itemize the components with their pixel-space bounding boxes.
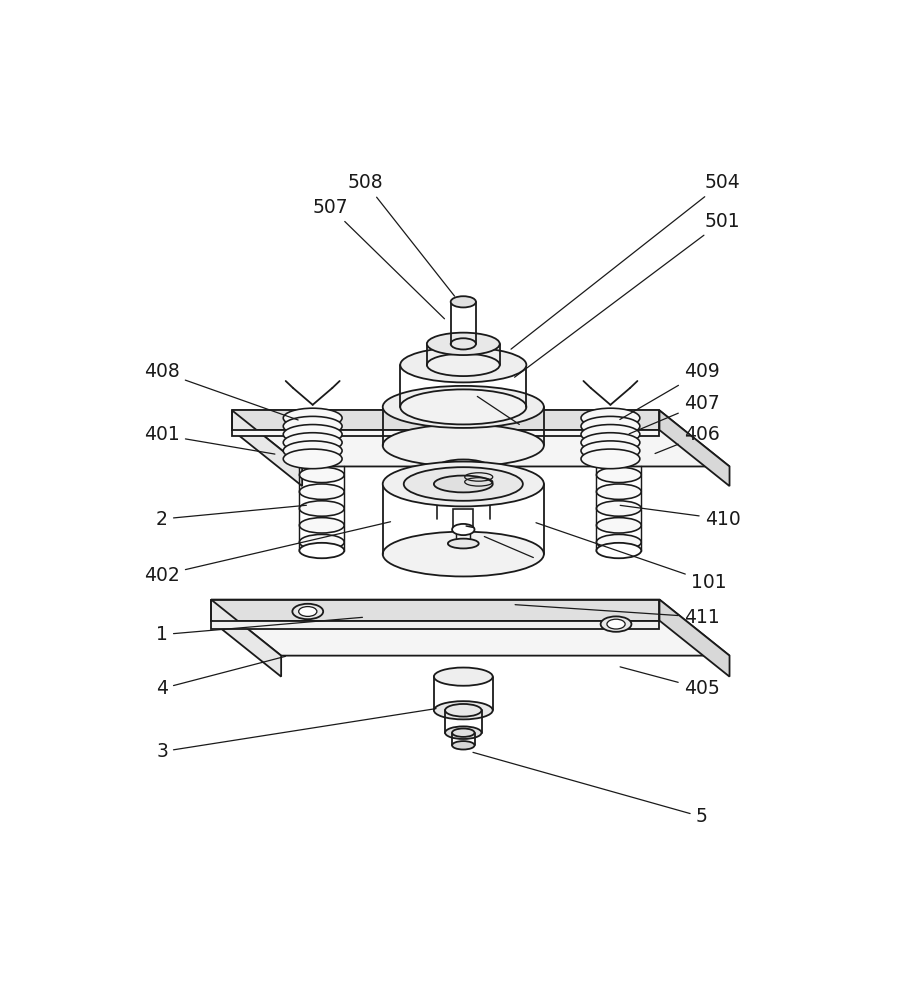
Ellipse shape <box>283 408 341 428</box>
Ellipse shape <box>596 501 640 516</box>
Polygon shape <box>232 410 729 466</box>
Ellipse shape <box>299 501 344 516</box>
Text: 1: 1 <box>156 617 362 644</box>
Polygon shape <box>211 600 281 677</box>
Ellipse shape <box>596 518 640 533</box>
Ellipse shape <box>298 607 317 616</box>
Polygon shape <box>232 430 659 436</box>
Text: 411: 411 <box>515 605 719 627</box>
Polygon shape <box>232 410 302 486</box>
Polygon shape <box>211 600 729 656</box>
Text: 402: 402 <box>144 522 390 585</box>
Ellipse shape <box>452 741 474 750</box>
Ellipse shape <box>581 408 639 428</box>
Text: 406: 406 <box>655 425 719 454</box>
Ellipse shape <box>382 532 544 576</box>
Ellipse shape <box>426 333 499 355</box>
Bar <box>453 509 472 547</box>
Text: 407: 407 <box>628 394 719 434</box>
Ellipse shape <box>581 425 639 444</box>
Text: 2: 2 <box>156 505 306 529</box>
Ellipse shape <box>299 543 344 558</box>
Ellipse shape <box>596 467 640 483</box>
Text: 3: 3 <box>156 709 435 761</box>
Ellipse shape <box>581 441 639 461</box>
Polygon shape <box>659 410 729 486</box>
Text: 101: 101 <box>535 523 725 592</box>
Text: 501: 501 <box>514 212 740 377</box>
Ellipse shape <box>596 543 640 558</box>
Text: 5: 5 <box>472 752 707 826</box>
Text: 410: 410 <box>619 505 740 529</box>
Ellipse shape <box>400 389 526 424</box>
Ellipse shape <box>404 467 522 501</box>
Ellipse shape <box>447 539 479 548</box>
Ellipse shape <box>596 484 640 499</box>
Ellipse shape <box>600 616 630 632</box>
Ellipse shape <box>606 619 625 629</box>
Ellipse shape <box>581 433 639 452</box>
Ellipse shape <box>299 534 344 550</box>
Text: 401: 401 <box>144 425 275 454</box>
Ellipse shape <box>452 524 474 535</box>
Ellipse shape <box>451 338 475 349</box>
Text: 504: 504 <box>510 173 740 349</box>
Ellipse shape <box>382 386 544 428</box>
Text: 4: 4 <box>156 656 285 698</box>
Ellipse shape <box>292 604 323 619</box>
Ellipse shape <box>382 424 544 466</box>
Ellipse shape <box>452 728 474 737</box>
Text: 405: 405 <box>619 667 719 698</box>
Ellipse shape <box>283 441 341 461</box>
Text: 408: 408 <box>144 362 298 420</box>
Polygon shape <box>211 600 659 621</box>
Ellipse shape <box>283 449 341 469</box>
Ellipse shape <box>444 726 481 739</box>
Ellipse shape <box>451 296 475 307</box>
Ellipse shape <box>283 433 341 452</box>
Ellipse shape <box>581 416 639 436</box>
Ellipse shape <box>426 354 499 376</box>
Ellipse shape <box>382 462 544 506</box>
Text: 409: 409 <box>619 362 719 420</box>
Ellipse shape <box>596 534 640 550</box>
Ellipse shape <box>433 668 492 686</box>
Ellipse shape <box>400 347 526 382</box>
Ellipse shape <box>299 467 344 483</box>
Ellipse shape <box>581 449 639 469</box>
Ellipse shape <box>433 476 492 492</box>
Polygon shape <box>659 600 729 677</box>
Ellipse shape <box>299 518 344 533</box>
Text: 508: 508 <box>347 173 454 296</box>
Ellipse shape <box>283 425 341 444</box>
Text: 507: 507 <box>312 198 444 319</box>
Ellipse shape <box>299 484 344 499</box>
Ellipse shape <box>433 701 492 719</box>
Ellipse shape <box>283 416 341 436</box>
Ellipse shape <box>436 459 489 476</box>
Polygon shape <box>211 621 659 629</box>
Polygon shape <box>232 410 659 430</box>
Ellipse shape <box>444 704 481 717</box>
